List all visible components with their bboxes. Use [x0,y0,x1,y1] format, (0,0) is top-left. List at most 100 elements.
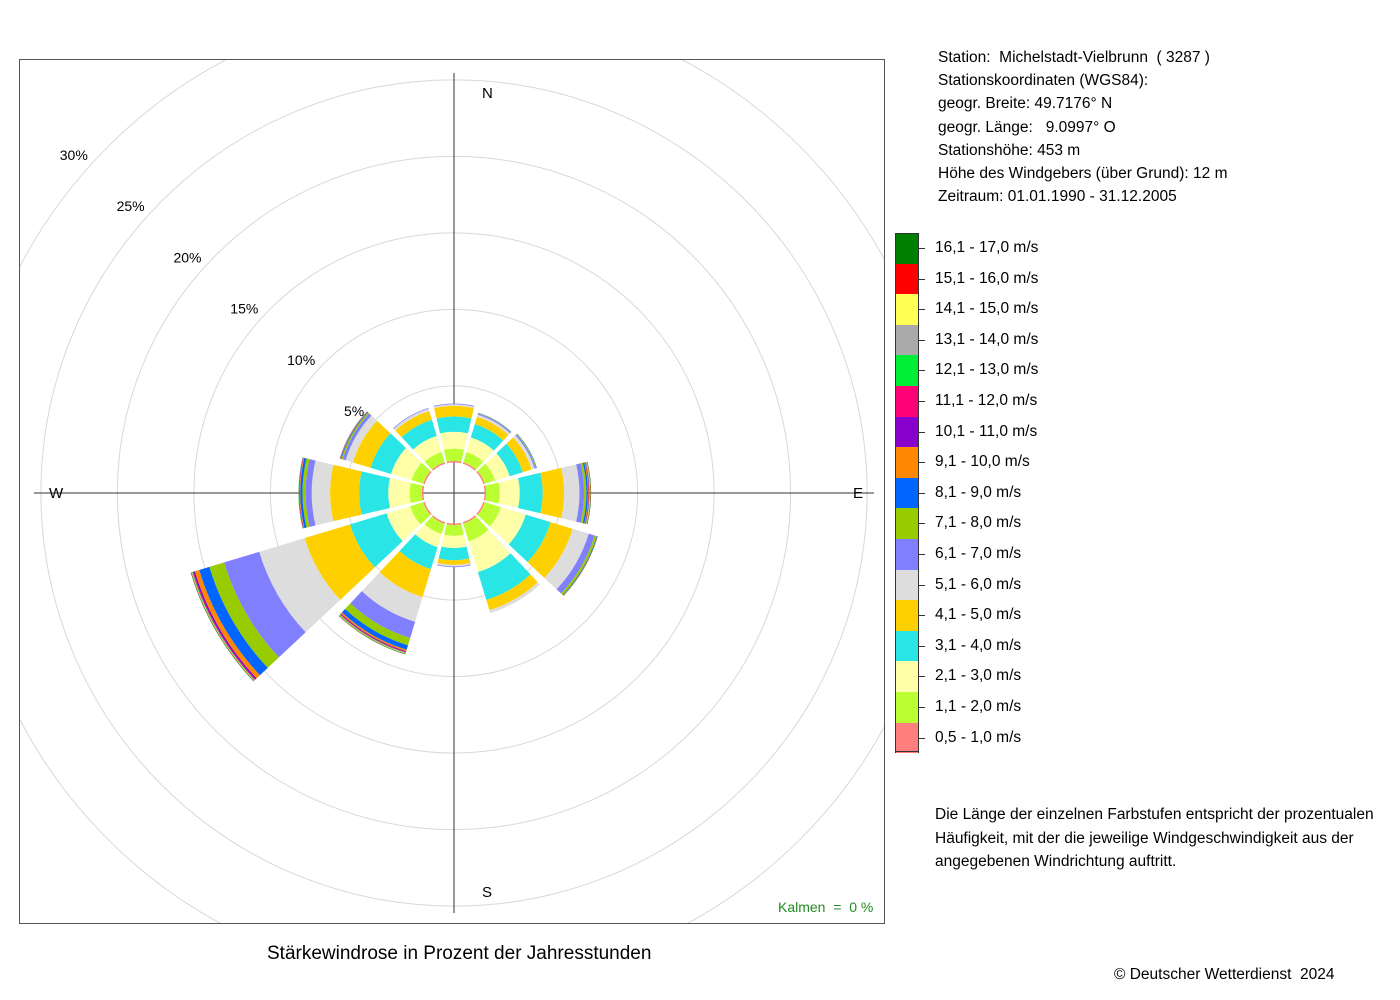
legend-tick [919,615,925,617]
sector-150deg-class-3 [468,529,511,573]
sector-120deg-class-8 [561,535,597,596]
calm-label: Kalmen = 0 % [778,899,874,915]
sector-120deg-class-3 [489,507,526,545]
sector-N-class-7 [433,403,475,407]
sector-330deg-class-4 [401,419,437,450]
station-height: Stationshöhe: 453 m [938,141,1081,159]
legend-entry: 10,1 - 11,0 m/s [895,416,1155,448]
legend-tick [919,737,925,739]
chart-title: Stärkewindrose in Prozent der Jahresstun… [267,943,652,964]
legend-entry: 9,1 - 10,0 m/s [895,447,1155,478]
sector-N-class-1 [446,460,462,464]
coords-title: Stationskoordinaten (WGS84): [938,72,1149,90]
sensor-height: Höhe des Windgebers (über Grund): 12 m [938,165,1228,183]
legend-tick [919,248,925,249]
compass-label-w: W [49,485,64,502]
sector-300deg-class-3 [391,447,422,481]
sector-W-class-5 [330,464,362,522]
sector-210deg-class-4 [399,534,438,570]
sector-300deg-class-5 [352,420,391,468]
sector-150deg-class-1 [462,515,476,524]
time-period: Zeitraum: 01.01.1990 - 31.12.2005 [938,188,1177,206]
legend-entry: 8,1 - 9,0 m/s [895,477,1155,509]
sector-W-class-4 [359,471,390,515]
sector-E-class-17 [587,461,592,525]
sector-300deg-class-6 [345,415,378,463]
legend-swatch [895,508,919,539]
sector-30deg-class-5 [474,416,509,441]
sector-300deg-class-8 [341,412,370,460]
legend-tick [919,523,925,525]
sector-300deg-class-2 [411,462,431,484]
sector-150deg-class-2 [463,516,489,542]
sector-S-class-2 [444,524,464,536]
legend-entry: 15,1 - 16,0 m/s [895,263,1155,295]
sector-E-class-13 [585,462,590,524]
sector-S-class-7 [437,564,471,568]
legend-entry: 3,1 - 4,0 m/s [895,630,1155,662]
legend-swatch [895,722,919,754]
legend-tick [919,431,925,433]
sector-E-class-12 [585,462,590,524]
sector-60deg-class-6 [513,435,535,470]
sector-E-class-10 [584,462,589,524]
legend-entry: 4,1 - 5,0 m/s [895,600,1155,631]
legend-tick [919,401,925,402]
sector-330deg-class-2 [424,451,445,470]
legend-tick [919,676,925,678]
legend-label: 7,1 - 8,0 m/s [935,514,1022,532]
legend-entry: 14,1 - 15,0 m/s [895,294,1155,325]
sector-W-class-6 [311,460,334,526]
legend-entry: 11,1 - 12,0 m/s [895,386,1155,417]
sector-300deg-class-7 [342,413,372,461]
sector-S-class-6 [437,563,471,567]
sector-120deg-class-5 [527,522,573,578]
sector-60deg-class-2 [477,463,496,484]
legend-swatch [895,477,919,509]
wind-rose-svg: 5% 10% 15% 20% 25% 30% N E S W [20,60,884,923]
sector-60deg-class-3 [485,453,510,481]
sector-150deg-class-6 [489,582,540,614]
legend-label: 4,1 - 5,0 m/s [935,606,1022,624]
legend-entry: 0,5 - 1,0 m/s [895,722,1155,754]
legend-entry: 16,1 - 17,0 m/s [895,233,1155,264]
legend-swatch [895,692,919,723]
legend-label: 8,1 - 9,0 m/s [935,483,1022,501]
sector-60deg-class-4 [496,443,523,477]
sector-240deg-class-5 [304,524,375,600]
legend-label: 13,1 - 14,0 m/s [935,330,1039,348]
sector-30deg-class-2 [463,451,484,470]
legend-entry: 1,1 - 2,0 m/s [895,692,1155,723]
sector-S-class-3 [441,534,467,549]
legend-label: 12,1 - 13,0 m/s [935,361,1039,379]
sector-120deg-class-1 [476,501,485,515]
legend-entry: 2,1 - 3,0 m/s [895,661,1155,692]
legend-swatch [895,569,919,601]
radial-tick-label: 10% [287,352,315,368]
legend-entry: 7,1 - 8,0 m/s [895,508,1155,539]
legend-swatch [895,263,919,295]
sector-S-class-1 [446,522,462,526]
legend-swatch [895,386,919,417]
station-name: Station: Michelstadt-Vielbrunn ( 3287 ) [938,49,1210,66]
legend-tick [919,554,925,555]
legend-swatch [895,233,919,264]
sector-W-class-11 [299,457,304,529]
legend-tick [919,492,925,494]
sector-150deg-class-5 [486,574,538,611]
radial-tick-label: 5% [344,403,364,419]
legend-label: 11,1 - 12,0 m/s [935,392,1038,409]
sector-S-class-4 [438,546,470,561]
sector-30deg-class-4 [470,424,504,451]
legend-entry: 5,1 - 6,0 m/s [895,569,1155,601]
sector-210deg-class-1 [432,515,446,524]
radial-tick-label: 20% [173,249,201,265]
legend-swatch [895,600,919,631]
sector-E-class-9 [582,462,588,524]
sector-E-class-1 [483,485,487,501]
sector-30deg-class-3 [466,437,494,462]
sector-E-class-8 [580,462,587,524]
sector-N-class-5 [434,405,474,419]
sector-210deg-class-8 [345,603,411,646]
legend-label: 15,1 - 16,0 m/s [935,269,1039,287]
